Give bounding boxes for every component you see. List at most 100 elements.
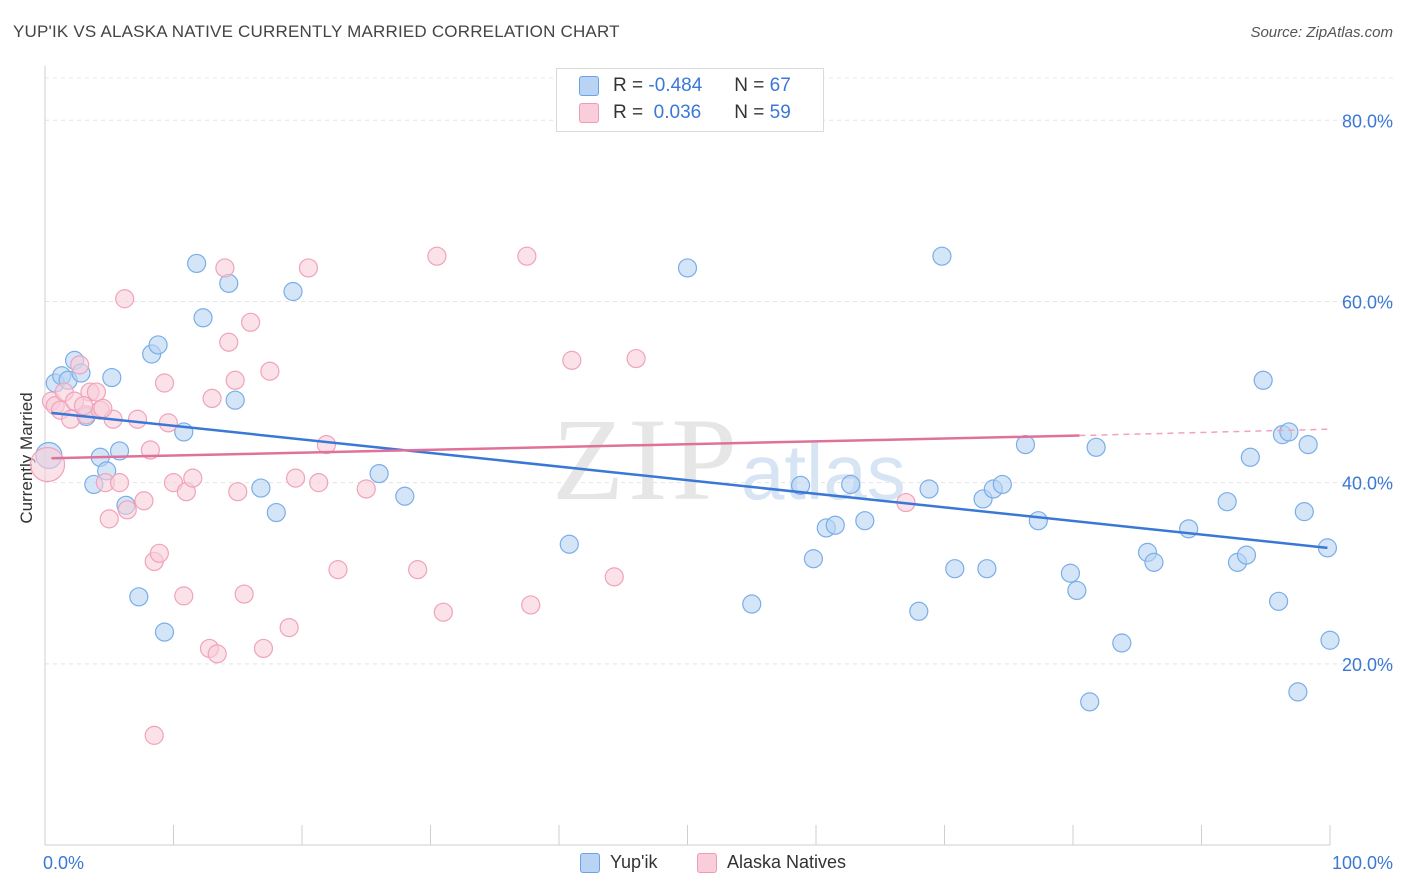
alaska-natives-point: [134, 491, 154, 511]
yupik-point: [1067, 580, 1087, 601]
yupik-point: [225, 390, 245, 410]
yupik-point: [1217, 492, 1237, 512]
yupik-point: [1279, 422, 1299, 442]
yupik-point: [945, 559, 965, 579]
alaska-natives-point: [215, 258, 235, 278]
yupik-point: [266, 502, 286, 523]
yupik-point: [1253, 370, 1273, 390]
series-swatch-yupik: [580, 852, 600, 873]
yupik-point: [932, 246, 952, 266]
yupik-point: [825, 515, 845, 535]
series-label-alaska-natives: Alaska Natives: [727, 852, 847, 872]
yupik-point: [677, 258, 698, 278]
yupik-point: [855, 511, 875, 531]
legend-n-label: N =: [734, 75, 765, 96]
alaska-natives-point: [115, 289, 135, 309]
alaska-natives-point: [99, 509, 119, 529]
yupik-point: [102, 367, 122, 388]
yupik-point: [1320, 630, 1340, 650]
y-tick-label: 80.0%: [1342, 111, 1393, 131]
alaska-natives-point: [260, 361, 280, 381]
alaska-natives-trend-line: [51, 434, 1080, 460]
alaska-natives-trend-extension: [1079, 428, 1331, 437]
alaska-natives-point: [356, 479, 376, 499]
watermark-zip: ZIP: [552, 394, 741, 525]
alaska-natives-point: [154, 373, 175, 393]
yupik-point: [1240, 447, 1260, 467]
y-axis-label: Currently Married: [17, 392, 36, 523]
alaska-natives-point: [225, 370, 245, 390]
alaska-natives-point: [117, 500, 137, 520]
alaska-natives-point: [127, 409, 148, 429]
yupik-point: [1144, 552, 1164, 572]
alaska-natives-point: [144, 725, 164, 745]
yupik-point: [841, 474, 861, 495]
legend-n-label: N =: [734, 102, 765, 123]
correlation-legend: R = -0.484 N = 67 R = 0.036 N = 59: [556, 68, 824, 132]
yupik-point: [251, 478, 271, 498]
alaska-natives-point: [604, 567, 624, 587]
legend-r-value: -0.484: [648, 75, 703, 96]
legend-r-value: 0.036: [648, 102, 702, 123]
alaska-natives-point: [298, 258, 319, 278]
source-label: Source: ZipAtlas.com: [1250, 24, 1393, 41]
yupik-point: [1288, 682, 1308, 702]
alaska-natives-point: [93, 398, 113, 418]
y-tick-label: 40.0%: [1342, 474, 1393, 494]
alaska-natives-point: [140, 440, 160, 460]
yupik-point: [1028, 511, 1048, 531]
alaska-natives-point: [174, 586, 194, 606]
yupik-point: [1236, 545, 1257, 565]
alaska-natives-point: [207, 644, 227, 664]
yupik-trend-line: [51, 411, 1328, 550]
yupik-point: [1268, 591, 1289, 611]
alaska-natives-point: [309, 473, 329, 493]
legend-r-label: R =: [613, 75, 644, 96]
alaska-natives-point: [285, 468, 306, 488]
y-tick-label: 20.0%: [1342, 655, 1393, 675]
yupik-point: [283, 281, 303, 302]
yupik-point: [187, 253, 207, 274]
alaska-natives-point: [433, 602, 453, 622]
yupik-point: [559, 534, 579, 554]
yupik-point: [803, 549, 824, 569]
alaska-natives-point: [149, 543, 169, 563]
alaska-natives-point: [328, 560, 348, 580]
alaska-natives-point: [241, 312, 261, 332]
alaska-natives-point: [316, 435, 337, 455]
alaska-natives-point: [279, 617, 299, 638]
legend-n-value: 67: [769, 75, 791, 96]
x-tick-label: 100.0%: [1332, 853, 1393, 873]
legend-row-yupik: R = -0.484 N = 67: [579, 75, 791, 97]
alaska-natives-point: [228, 482, 248, 502]
yupik-point: [193, 308, 213, 328]
alaska-natives-point: [427, 246, 447, 266]
alaska-natives-point: [253, 638, 274, 659]
alaska-natives-point: [202, 388, 222, 408]
yupik-point: [129, 587, 149, 607]
yupik-point: [1112, 633, 1132, 653]
legend-row-alaska-natives: R = 0.036 N = 59: [579, 102, 791, 124]
alaska-natives-point: [521, 595, 541, 615]
yupik-point: [992, 474, 1012, 495]
chart-title: YUP'IK VS ALASKA NATIVE CURRENTLY MARRIE…: [13, 22, 620, 41]
alaska-natives-point: [29, 446, 66, 483]
yupik-point: [742, 594, 762, 614]
yupik-point: [1294, 502, 1314, 522]
alaska-natives-point: [70, 355, 90, 375]
alaska-natives-point: [86, 382, 107, 402]
yupik-point: [148, 335, 168, 355]
y-tick-label: 60.0%: [1342, 292, 1393, 312]
alaska-natives-point: [73, 396, 94, 416]
series-legend-yupik: Yup'ik: [580, 852, 657, 873]
yupik-point: [395, 486, 415, 506]
legend-r-label: R =: [613, 102, 644, 123]
legend-swatch-alaska-natives: [579, 103, 599, 123]
series-legend: Yup'ik Alaska Natives: [0, 852, 1406, 876]
yupik-point: [790, 475, 811, 495]
alaska-natives-point: [408, 560, 428, 580]
alaska-natives-point: [183, 468, 203, 488]
yupik-point: [369, 463, 389, 484]
yupik-point: [919, 479, 939, 499]
